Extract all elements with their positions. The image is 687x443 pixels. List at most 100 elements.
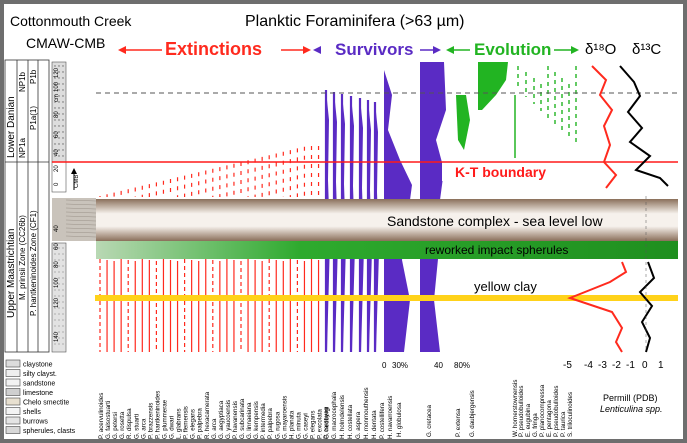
species-label-right: G. cretacea xyxy=(426,404,433,437)
isotope-genus: Lenticulina spp. xyxy=(600,404,663,414)
stage-column xyxy=(4,59,50,353)
species-label-right: W. hornerstownensis xyxy=(512,380,519,437)
species-label-extinct: G. kempensis xyxy=(253,401,260,439)
legend-swatch xyxy=(5,369,21,377)
species-label-extinct: G. rosetta xyxy=(119,411,126,439)
lithology-column xyxy=(51,61,96,353)
p-extensa-abundance xyxy=(456,95,470,150)
legend-swatch xyxy=(5,388,21,396)
chart-title: Planktic Foraminifera (>63 µm) xyxy=(245,13,465,30)
species-label-survivor: G. macrocephala xyxy=(331,391,338,439)
survivors-header: Survivors xyxy=(335,40,413,59)
isotope-curve xyxy=(591,65,618,189)
species-label-extinct: G. elegans xyxy=(190,409,197,439)
species-label-right: E. eugubina xyxy=(525,403,532,437)
evolution-header: Evolution xyxy=(474,40,551,59)
species-label-right: P. extensa xyxy=(455,408,462,437)
legend-swatch xyxy=(5,378,21,387)
isotope-o-header: δ¹⁸O xyxy=(585,41,616,58)
sandstone-label: Sandstone complex - sea level low xyxy=(387,213,603,229)
isotope-axis-label: -3 xyxy=(598,360,607,371)
isotope-c-header: δ¹³C xyxy=(632,41,661,58)
legend-swatch xyxy=(5,426,21,434)
depth-tick: 140 xyxy=(54,331,60,342)
kt-label-bg xyxy=(442,163,562,181)
species-label-extinct: G. caseyi xyxy=(302,413,309,439)
cmb-label: CMB xyxy=(74,175,80,188)
isotope-axis-label: -5 xyxy=(563,360,572,371)
species-label-extinct: G. falsostuarti xyxy=(105,401,112,439)
depth-tick: 120 xyxy=(54,297,60,308)
zone-np1a: NP1a xyxy=(18,137,27,158)
isotope-curve xyxy=(567,261,628,353)
header-arrows xyxy=(118,46,579,54)
species-label-right: E. pentagona xyxy=(546,400,553,437)
legend-label: limestone xyxy=(23,390,53,397)
site-name: Cottonmouth Creek xyxy=(10,13,132,29)
species-labels: P. acervulinoides G. falsostuarti G. peter… xyxy=(98,380,574,439)
sandstone-complex-band xyxy=(96,199,678,241)
species-label-extinct: P. intermedia xyxy=(260,403,267,439)
species-label-extinct: P. acervulinoides xyxy=(98,393,105,439)
species-label-extinct: G. plummerae xyxy=(161,399,168,439)
depth-tick: 40 xyxy=(54,149,60,156)
g-cretacea-abundance xyxy=(420,62,446,200)
depth-tick: 100 xyxy=(54,277,60,288)
depth-axis: 120 100 cm 80 60 40 20 0 40 60 80 100 120 140 xyxy=(54,67,60,342)
species-label-right: P. taurica xyxy=(560,411,567,437)
stage-lower-danian: Lower Danian xyxy=(6,96,17,158)
species-label-extinct: G. subcarinata xyxy=(239,398,246,439)
species-label-survivor: H. costellata xyxy=(347,404,354,439)
legend-label: claystone xyxy=(23,362,53,369)
zone-nannofossil: M. prinsii Zone (CC26b) xyxy=(18,215,27,300)
depth-tick: 80 xyxy=(54,261,60,268)
legend-label: silty clayst. xyxy=(23,371,57,378)
yellow-clay-band xyxy=(95,295,678,301)
survivor-axis-30: 30% xyxy=(392,361,408,370)
legend-label: shells xyxy=(23,409,41,416)
yellow-clay-label: yellow clay xyxy=(474,279,537,294)
legend-swatch xyxy=(5,407,21,415)
species-label-extinct: R. dispulsa xyxy=(126,408,133,439)
survivor-axis-0: 0 xyxy=(382,361,387,370)
species-label-survivor: P. carseyae xyxy=(323,407,330,439)
legend-label: Chelo smectite xyxy=(23,400,69,407)
isotope-axis-label: -1 xyxy=(626,360,635,371)
species-label-extinct: G. arca xyxy=(140,418,147,439)
lithology-pattern xyxy=(54,65,97,345)
species-label-extinct: P. palpebra xyxy=(267,408,274,439)
species-label-survivor: P. costellifera xyxy=(379,402,386,439)
species-label-right: G. fringa xyxy=(532,413,539,437)
species-label-right: P. planocompressa xyxy=(539,384,546,437)
species-label-survivor: H. navarroensis xyxy=(387,396,394,439)
species-label-extinct: G. stuarti xyxy=(133,414,140,439)
species-label-extinct: P. hantkeninoides xyxy=(154,391,161,439)
zone-p1b: P1b xyxy=(29,69,38,84)
species-label-extinct: G. minuta xyxy=(295,412,302,439)
isotope-axis-label: 1 xyxy=(658,360,664,371)
depth-tick: cm xyxy=(54,94,60,102)
isotope-axis-label: -2 xyxy=(612,360,621,371)
depth-tick: 60 xyxy=(54,243,60,250)
species-label-extinct: G. dwari xyxy=(169,416,176,439)
zone-np1b: NP1b xyxy=(18,71,27,92)
cmb-arrowhead xyxy=(71,168,77,174)
species-label-extinct: P. flemensis xyxy=(183,406,190,439)
legend-label: burrows xyxy=(23,419,48,426)
depth-tick: 80 xyxy=(54,111,60,118)
kt-boundary-label: K-T boundary xyxy=(455,164,546,180)
lithology-legend: claystone silty clayst. sandstone limestone… xyxy=(5,359,76,435)
species-label-extinct: G. yaucoensis xyxy=(225,400,232,439)
isotope-axis-label: 0 xyxy=(642,360,648,371)
species-label-extinct: R. hexacamerata xyxy=(204,391,211,439)
legend-label: spherules, clasts xyxy=(23,428,76,435)
extinctions-header: Extinctions xyxy=(165,39,262,59)
survivor-axis-40: 40 xyxy=(434,361,443,370)
species-label-extinct: P. palpebra xyxy=(197,408,204,439)
isotope-units: Permill (PDB) xyxy=(603,393,658,403)
isotope-axis: -5 -4 -3 -2 -1 0 1 xyxy=(563,360,664,371)
species-label-right: H. globulosa xyxy=(396,402,403,437)
species-label-right: P. pseudobulloides xyxy=(518,386,525,438)
species-label-survivor: H. holmdelensis xyxy=(339,395,346,439)
